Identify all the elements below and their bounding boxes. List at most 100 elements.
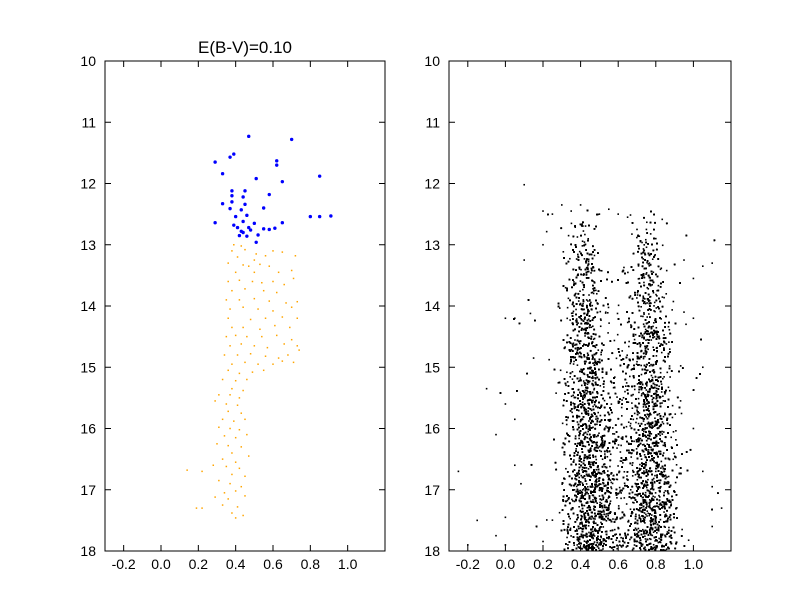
- data-point: [613, 339, 616, 342]
- data-point: [277, 271, 280, 274]
- data-point: [609, 465, 611, 468]
- data-point: [581, 240, 584, 243]
- data-point: [651, 376, 654, 379]
- data-point: [584, 382, 587, 385]
- data-point: [648, 313, 650, 315]
- data-point: [679, 365, 682, 367]
- data-point: [610, 403, 613, 405]
- data-point: [634, 522, 636, 525]
- data-point: [663, 296, 665, 299]
- data-point: [252, 221, 257, 226]
- data-point: [652, 523, 655, 526]
- data-point: [586, 383, 589, 386]
- data-point: [246, 378, 248, 381]
- data-point: [639, 519, 642, 521]
- data-point: [228, 155, 232, 159]
- data-point: [247, 134, 251, 139]
- data-point: [220, 202, 225, 206]
- data-point: [577, 255, 579, 258]
- data-point: [594, 446, 596, 449]
- data-point: [634, 473, 637, 476]
- data-point: [662, 415, 665, 418]
- data-point: [643, 313, 645, 316]
- data-point: [577, 380, 580, 383]
- data-point: [577, 546, 580, 548]
- data-point: [606, 311, 609, 314]
- data-point: [597, 447, 599, 449]
- data-point: [643, 470, 645, 472]
- data-point: [566, 528, 569, 531]
- data-point: [619, 451, 622, 453]
- data-point: [608, 322, 610, 324]
- data-point: [639, 503, 641, 506]
- data-point: [591, 358, 594, 360]
- data-point: [636, 291, 639, 294]
- data-point: [623, 266, 625, 269]
- data-point: [234, 461, 237, 463]
- data-point: [600, 450, 603, 453]
- data-point: [213, 160, 217, 164]
- data-point: [240, 485, 243, 488]
- data-point: [201, 470, 203, 473]
- data-point: [592, 537, 595, 540]
- data-point: [599, 310, 602, 313]
- y-tick-label: 10: [80, 53, 96, 69]
- data-point: [615, 357, 618, 360]
- data-point: [237, 233, 242, 238]
- data-point: [272, 310, 274, 312]
- data-point: [600, 499, 603, 501]
- data-point: [584, 225, 587, 227]
- data-point: [579, 280, 582, 282]
- data-point: [656, 396, 658, 399]
- data-point: [646, 505, 648, 508]
- data-point: [583, 504, 586, 507]
- data-point: [645, 228, 648, 231]
- data-point: [580, 439, 582, 442]
- data-point: [638, 277, 641, 280]
- data-point: [565, 384, 567, 387]
- data-point: [599, 318, 602, 320]
- data-point: [656, 532, 658, 534]
- data-point: [643, 244, 646, 246]
- data-point: [663, 491, 665, 494]
- data-point: [587, 402, 589, 405]
- data-point: [272, 280, 274, 283]
- data-point: [654, 492, 657, 494]
- data-point: [582, 299, 585, 301]
- data-point: [280, 221, 285, 225]
- data-point: [658, 427, 660, 429]
- data-point: [592, 462, 595, 464]
- data-point: [561, 204, 563, 206]
- data-point: [225, 465, 228, 468]
- data-point: [244, 495, 246, 497]
- data-point: [649, 424, 651, 426]
- data-point: [240, 412, 243, 414]
- data-point: [575, 319, 577, 322]
- data-point: [574, 435, 577, 437]
- y-tick-label: 11: [81, 114, 96, 130]
- data-point: [592, 426, 594, 429]
- data-point: [567, 544, 569, 546]
- data-point: [290, 306, 293, 308]
- data-point: [617, 213, 619, 215]
- data-point: [598, 449, 601, 452]
- data-point: [593, 403, 596, 406]
- data-point: [597, 349, 600, 351]
- data-point: [643, 393, 645, 395]
- data-point: [594, 480, 597, 483]
- data-point: [642, 420, 645, 422]
- data-point: [611, 381, 613, 384]
- data-point: [604, 455, 606, 458]
- data-point: [246, 335, 248, 338]
- data-point: [223, 354, 226, 356]
- data-point: [637, 527, 640, 530]
- data-point: [672, 300, 675, 303]
- data-point: [660, 440, 662, 442]
- data-point: [642, 248, 645, 250]
- data-point: [648, 365, 651, 367]
- data-point: [294, 255, 297, 257]
- data-point: [624, 385, 627, 387]
- data-point: [616, 447, 618, 449]
- data-point: [666, 371, 669, 374]
